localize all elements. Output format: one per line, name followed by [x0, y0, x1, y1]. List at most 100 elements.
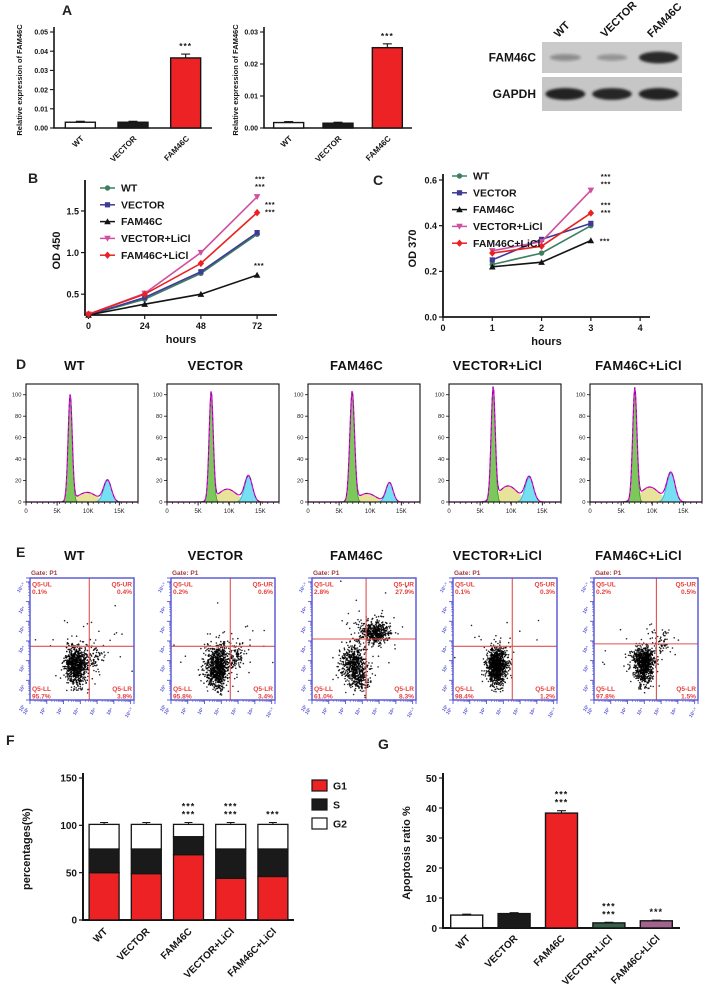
svg-text:10³: 10³	[159, 664, 168, 673]
apoptosis-scatter-vector-licl: VECTOR+LiCl 10¹ 10¹ 10² 10² 10³ 10³ 10⁴ 10⁴ 10⁵ 10…	[427, 548, 568, 740]
svg-text:Q5-LR: Q5-LR	[253, 686, 273, 693]
svg-text:4: 4	[638, 323, 643, 333]
scatter-title: VECTOR	[187, 548, 244, 563]
svg-text:10⁴: 10⁴	[213, 706, 223, 716]
svg-text:0: 0	[447, 509, 451, 515]
svg-text:Q5-UR: Q5-UR	[252, 582, 273, 589]
svg-text:10³: 10³	[196, 707, 205, 716]
svg-text:***: ***	[255, 174, 265, 183]
svg-text:100: 100	[294, 393, 304, 399]
svg-text:Q5-UR: Q5-UR	[393, 582, 414, 589]
svg-text:***: ***	[255, 182, 265, 191]
svg-text:10³: 10³	[55, 707, 64, 716]
svg-text:Q5-LL: Q5-LL	[173, 686, 192, 693]
svg-text:100: 100	[576, 393, 586, 399]
bar-chart-a2: 0.00 0.01 0.02 0.03 WT VECTOR FAM46C *** Relativ…	[231, 24, 412, 164]
svg-text:10¹: 10¹	[159, 704, 168, 713]
panel-label-e: E	[16, 544, 26, 560]
svg-text:10⁵: 10⁵	[89, 707, 98, 717]
svg-text:0: 0	[441, 500, 444, 506]
svg-text:Q5-LR: Q5-LR	[394, 686, 414, 693]
svg-text:0: 0	[18, 500, 21, 506]
svg-text:20: 20	[297, 479, 303, 485]
svg-text:10¹: 10¹	[163, 707, 172, 716]
svg-text:10³: 10³	[18, 664, 27, 673]
svg-text:1.0: 1.0	[66, 248, 79, 258]
svg-text:0.02: 0.02	[244, 62, 258, 69]
histogram-title: FAM46C	[329, 358, 384, 373]
svg-text:3: 3	[588, 323, 593, 333]
svg-text:0: 0	[300, 500, 303, 506]
svg-text:0.2%: 0.2%	[173, 589, 188, 596]
svg-text:VECTOR: VECTOR	[314, 134, 344, 164]
svg-text:0.04: 0.04	[34, 49, 48, 56]
panel-label-a: A	[62, 2, 73, 18]
svg-text:10K: 10K	[506, 509, 517, 515]
svg-text:10⁵: 10⁵	[230, 707, 239, 717]
svg-text:80: 80	[579, 414, 585, 420]
svg-text:VECTOR: VECTOR	[599, 0, 640, 40]
svg-text:40: 40	[579, 457, 585, 463]
svg-text:0.0: 0.0	[424, 312, 437, 322]
svg-text:hours: hours	[531, 336, 562, 348]
svg-text:0.05: 0.05	[34, 30, 48, 37]
svg-text:20: 20	[579, 479, 585, 485]
svg-text:WT: WT	[473, 171, 490, 183]
svg-text:***: ***	[265, 200, 275, 209]
svg-text:0.01: 0.01	[34, 106, 48, 113]
svg-text:10⁴: 10⁴	[354, 706, 364, 716]
svg-text:0: 0	[165, 509, 169, 515]
svg-text:15K: 15K	[396, 509, 407, 515]
svg-text:5K: 5K	[53, 509, 60, 515]
svg-text:FAM46C: FAM46C	[162, 134, 191, 163]
svg-text:8.3%: 8.3%	[399, 694, 414, 701]
svg-text:Gate: P1: Gate: P1	[172, 570, 199, 577]
svg-text:10⁵: 10⁵	[159, 625, 168, 635]
bar-chart-a1: 0.00 0.01 0.02 0.03 0.04 0.05 WT VECTOR FAM46C **…	[15, 24, 212, 164]
svg-text:60: 60	[156, 436, 162, 442]
svg-text:0: 0	[588, 509, 592, 515]
svg-text:FAM46C: FAM46C	[473, 204, 515, 216]
svg-text:10⁷·²: 10⁷·²	[157, 582, 168, 594]
svg-text:40: 40	[438, 457, 444, 463]
svg-text:10¹: 10¹	[300, 704, 309, 713]
svg-text:WT: WT	[279, 134, 294, 149]
svg-text:48: 48	[196, 321, 206, 331]
svg-text:80: 80	[15, 414, 21, 420]
svg-text:10⁷·²: 10⁷·²	[124, 707, 135, 719]
svg-text:2: 2	[539, 323, 544, 333]
svg-text:0.03: 0.03	[34, 68, 48, 75]
svg-text:61.0%: 61.0%	[314, 694, 333, 701]
panel-label-d: D	[16, 356, 27, 372]
svg-text:2.8%: 2.8%	[314, 589, 329, 596]
panel-label-f: F	[6, 732, 15, 748]
svg-text:Q5-LL: Q5-LL	[314, 686, 333, 693]
svg-text:10⁴: 10⁴	[72, 706, 82, 716]
histogram-title: VECTOR+LiCl	[452, 358, 543, 373]
svg-text:FAM46C+LiCl: FAM46C+LiCl	[121, 250, 188, 262]
svg-text:40: 40	[156, 457, 162, 463]
cell-cycle-histogram-vector: VECTOR 0 20 40 60 80 100 0 5K 10K 15K	[145, 358, 286, 540]
svg-text:10²: 10²	[39, 707, 48, 716]
svg-text:10²: 10²	[300, 684, 309, 693]
svg-text:10K: 10K	[647, 509, 658, 515]
svg-text:15K: 15K	[114, 509, 125, 515]
scatter-title: FAM46C+LiCl	[595, 548, 682, 563]
svg-text:10⁵: 10⁵	[300, 625, 309, 635]
svg-text:10²: 10²	[18, 684, 27, 693]
svg-text:***: ***	[600, 237, 610, 246]
svg-text:10⁷·²: 10⁷·²	[16, 582, 27, 594]
histogram-svg: 0 20 40 60 80 100 0 5K 10K 15K	[12, 383, 139, 515]
svg-text:FAM46C: FAM46C	[489, 51, 537, 65]
svg-text:VECTOR+LiCl: VECTOR+LiCl	[473, 221, 543, 233]
svg-text:Q5-LR: Q5-LR	[112, 686, 132, 693]
cell-cycle-histogram-fam46c: FAM46C 0 20 40 60 80 100 0 5K 10K 15K	[286, 358, 427, 540]
svg-text:***: ***	[254, 261, 264, 270]
svg-text:15K: 15K	[255, 509, 266, 515]
svg-text:FAM46C+LiCl: FAM46C+LiCl	[473, 238, 540, 250]
svg-text:***: ***	[179, 41, 192, 51]
svg-text:0.00: 0.00	[34, 126, 48, 133]
svg-text:***: ***	[265, 208, 275, 217]
